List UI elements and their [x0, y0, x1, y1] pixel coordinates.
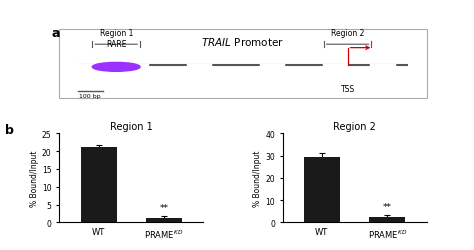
Text: b: b	[5, 123, 13, 136]
Text: Region 1: Region 1	[100, 29, 133, 38]
Bar	[304, 157, 340, 222]
Circle shape	[92, 63, 140, 72]
Title: Region 1: Region 1	[110, 122, 153, 132]
Text: RARE: RARE	[106, 40, 127, 49]
Bar	[146, 218, 182, 222]
Title: Region 2: Region 2	[333, 122, 376, 132]
Y-axis label: % Bound/Input: % Bound/Input	[254, 150, 263, 206]
Text: a: a	[52, 26, 60, 40]
Bar	[369, 217, 405, 222]
Y-axis label: % Bound/Input: % Bound/Input	[30, 150, 39, 206]
Text: **: **	[160, 203, 169, 212]
Text: 100 bp: 100 bp	[80, 93, 101, 98]
Text: $\it{TRAIL}$ Promoter: $\it{TRAIL}$ Promoter	[201, 36, 284, 48]
Text: **: **	[383, 203, 392, 211]
Text: TSS: TSS	[340, 85, 355, 94]
Text: Region 2: Region 2	[331, 29, 365, 38]
Bar	[81, 148, 117, 222]
